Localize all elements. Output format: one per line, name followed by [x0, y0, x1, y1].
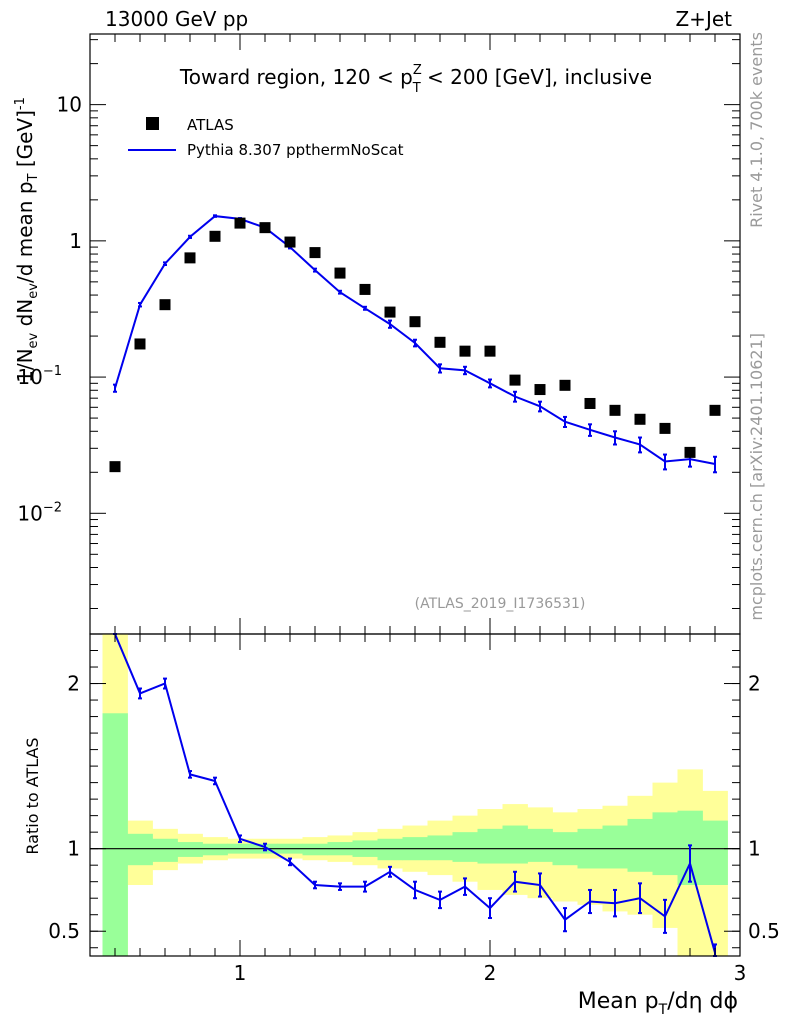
main-y-label: 1/Nev dNev/d mean pT [GeV]-1 — [13, 97, 41, 383]
ratio-panel: 2 2 1 1 0.5 0.5 1 2 3 Ratio to ATLAS Mean pT/dη… — [23, 633, 780, 1018]
ylabel-p1: 1/N — [13, 348, 37, 382]
xlabel-sub: T — [658, 1002, 668, 1018]
uncertainty-band-bin — [652, 812, 678, 876]
ratio-series — [113, 633, 717, 957]
uncertainty-band-bin — [127, 833, 153, 866]
atlas-data-point — [409, 316, 421, 328]
main-ytick-exponent: −2 — [43, 500, 62, 515]
uncertainty-band-bin — [202, 843, 228, 856]
atlas-data-point — [209, 230, 221, 242]
ratio-ytick-label-left: 0.5 — [48, 919, 80, 943]
analysis-watermark: (ATLAS_2019_I1736531) — [415, 596, 586, 612]
ylabel-p4: [GeV] — [13, 110, 37, 173]
header-right: Z+Jet — [675, 7, 732, 31]
atlas-data-point — [484, 345, 496, 357]
main-ytick-exponent: −1 — [43, 364, 62, 379]
main-title: Toward region, 120 < pZ T < 200 [GeV], in… — [179, 63, 652, 96]
uncertainty-band-bin — [452, 832, 478, 862]
atlas-data-point — [234, 217, 246, 229]
atlas-data-point — [184, 252, 196, 264]
ratio-ytick-label-right: 2 — [748, 672, 761, 696]
uncertainty-band-bin — [377, 838, 403, 861]
ratio-ytick-label-left: 2 — [67, 672, 80, 696]
atlas-data-point — [259, 222, 271, 234]
ratio-x-ticks: 1 2 3 — [89, 634, 747, 985]
ratio-ytick-label-right: 0.5 — [748, 919, 780, 943]
atlas-data-point — [534, 384, 546, 396]
ylabel-s1: ev — [26, 332, 41, 348]
main-ytick-label: 10 — [57, 93, 82, 117]
xlabel-b: /dη dϕ — [667, 989, 738, 1014]
ylabel-sup: -1 — [13, 97, 28, 110]
xlabel-a: Mean p — [578, 989, 659, 1014]
rivet-label: Rivet 4.1.0, 700k events — [747, 32, 766, 228]
atlas-data-point — [334, 267, 346, 279]
atlas-data-point — [684, 446, 696, 458]
ratio-ytick-label-right: 1 — [748, 837, 761, 861]
legend-atlas-marker — [146, 117, 159, 130]
uncertainty-band-bin — [302, 843, 328, 856]
uncertainty-band-bin — [177, 842, 203, 857]
atlas-data-point — [609, 404, 621, 416]
legend-atlas-label: ATLAS — [187, 116, 234, 134]
uncertainty-band-bin — [102, 713, 128, 956]
title-part-a: Toward region, 120 < p — [179, 65, 413, 89]
ylabel-s3: T — [26, 173, 41, 182]
uncertainty-band-bin — [427, 835, 453, 861]
ratio-xtick-label: 1 — [234, 961, 247, 985]
ratio-bands — [102, 634, 728, 956]
main-ytick-label: 1 — [69, 229, 82, 253]
atlas-data-point — [384, 306, 396, 318]
atlas-data-point — [359, 283, 371, 295]
main-minor-ticks — [90, 39, 740, 610]
ylabel-p2: dN — [13, 299, 37, 333]
ratio-ytick-label-left: 1 — [67, 837, 80, 861]
source-label: mcplots.cern.ch [arXiv:2401.10621] — [747, 333, 766, 621]
ylabel-s2: ev — [26, 283, 41, 299]
atlas-data-point — [159, 299, 171, 311]
atlas-data-point — [634, 413, 646, 425]
atlas-data-point — [434, 336, 446, 348]
atlas-data-point — [309, 247, 321, 259]
atlas-data-point — [109, 461, 121, 473]
ratio-xtick-label: 2 — [484, 961, 497, 985]
ylabel-p3: /d mean p — [13, 181, 37, 283]
atlas-data-point — [459, 345, 471, 357]
x-axis-label: Mean pT/dη dϕ — [578, 989, 738, 1018]
title-sup: Z — [413, 63, 422, 78]
atlas-data-point — [559, 379, 571, 391]
main-series — [109, 214, 721, 474]
atlas-data-point — [284, 236, 296, 248]
uncertainty-band-bin — [602, 825, 628, 869]
title-sub: T — [412, 81, 421, 96]
ratio-frame — [89, 633, 741, 957]
uncertainty-band-bin — [152, 838, 178, 862]
title-part-b: < 200 [GeV], inclusive — [421, 65, 652, 89]
main-ytick-label: 10−2 — [17, 500, 62, 525]
uncertainty-band-bin — [527, 828, 553, 862]
atlas-data-point — [134, 338, 146, 350]
atlas-data-point — [584, 397, 596, 409]
atlas-data-point — [659, 422, 671, 434]
ratio-y-ticks: 2 2 1 1 0.5 0.5 — [48, 672, 780, 944]
atlas-data-point — [509, 374, 521, 386]
header-left: 13000 GeV pp — [105, 7, 248, 31]
ratio-xtick-label: 3 — [734, 961, 747, 985]
uncertainty-band-bin — [477, 828, 503, 864]
atlas-data-point — [709, 404, 721, 416]
uncertainty-band-bin — [627, 818, 653, 872]
legend-pythia-label: Pythia 8.307 ppthermNoScat — [187, 141, 404, 159]
ratio-y-label: Ratio to ATLAS — [23, 737, 42, 854]
uncertainty-band-bin — [702, 820, 728, 885]
uncertainty-band-bin — [502, 825, 528, 864]
